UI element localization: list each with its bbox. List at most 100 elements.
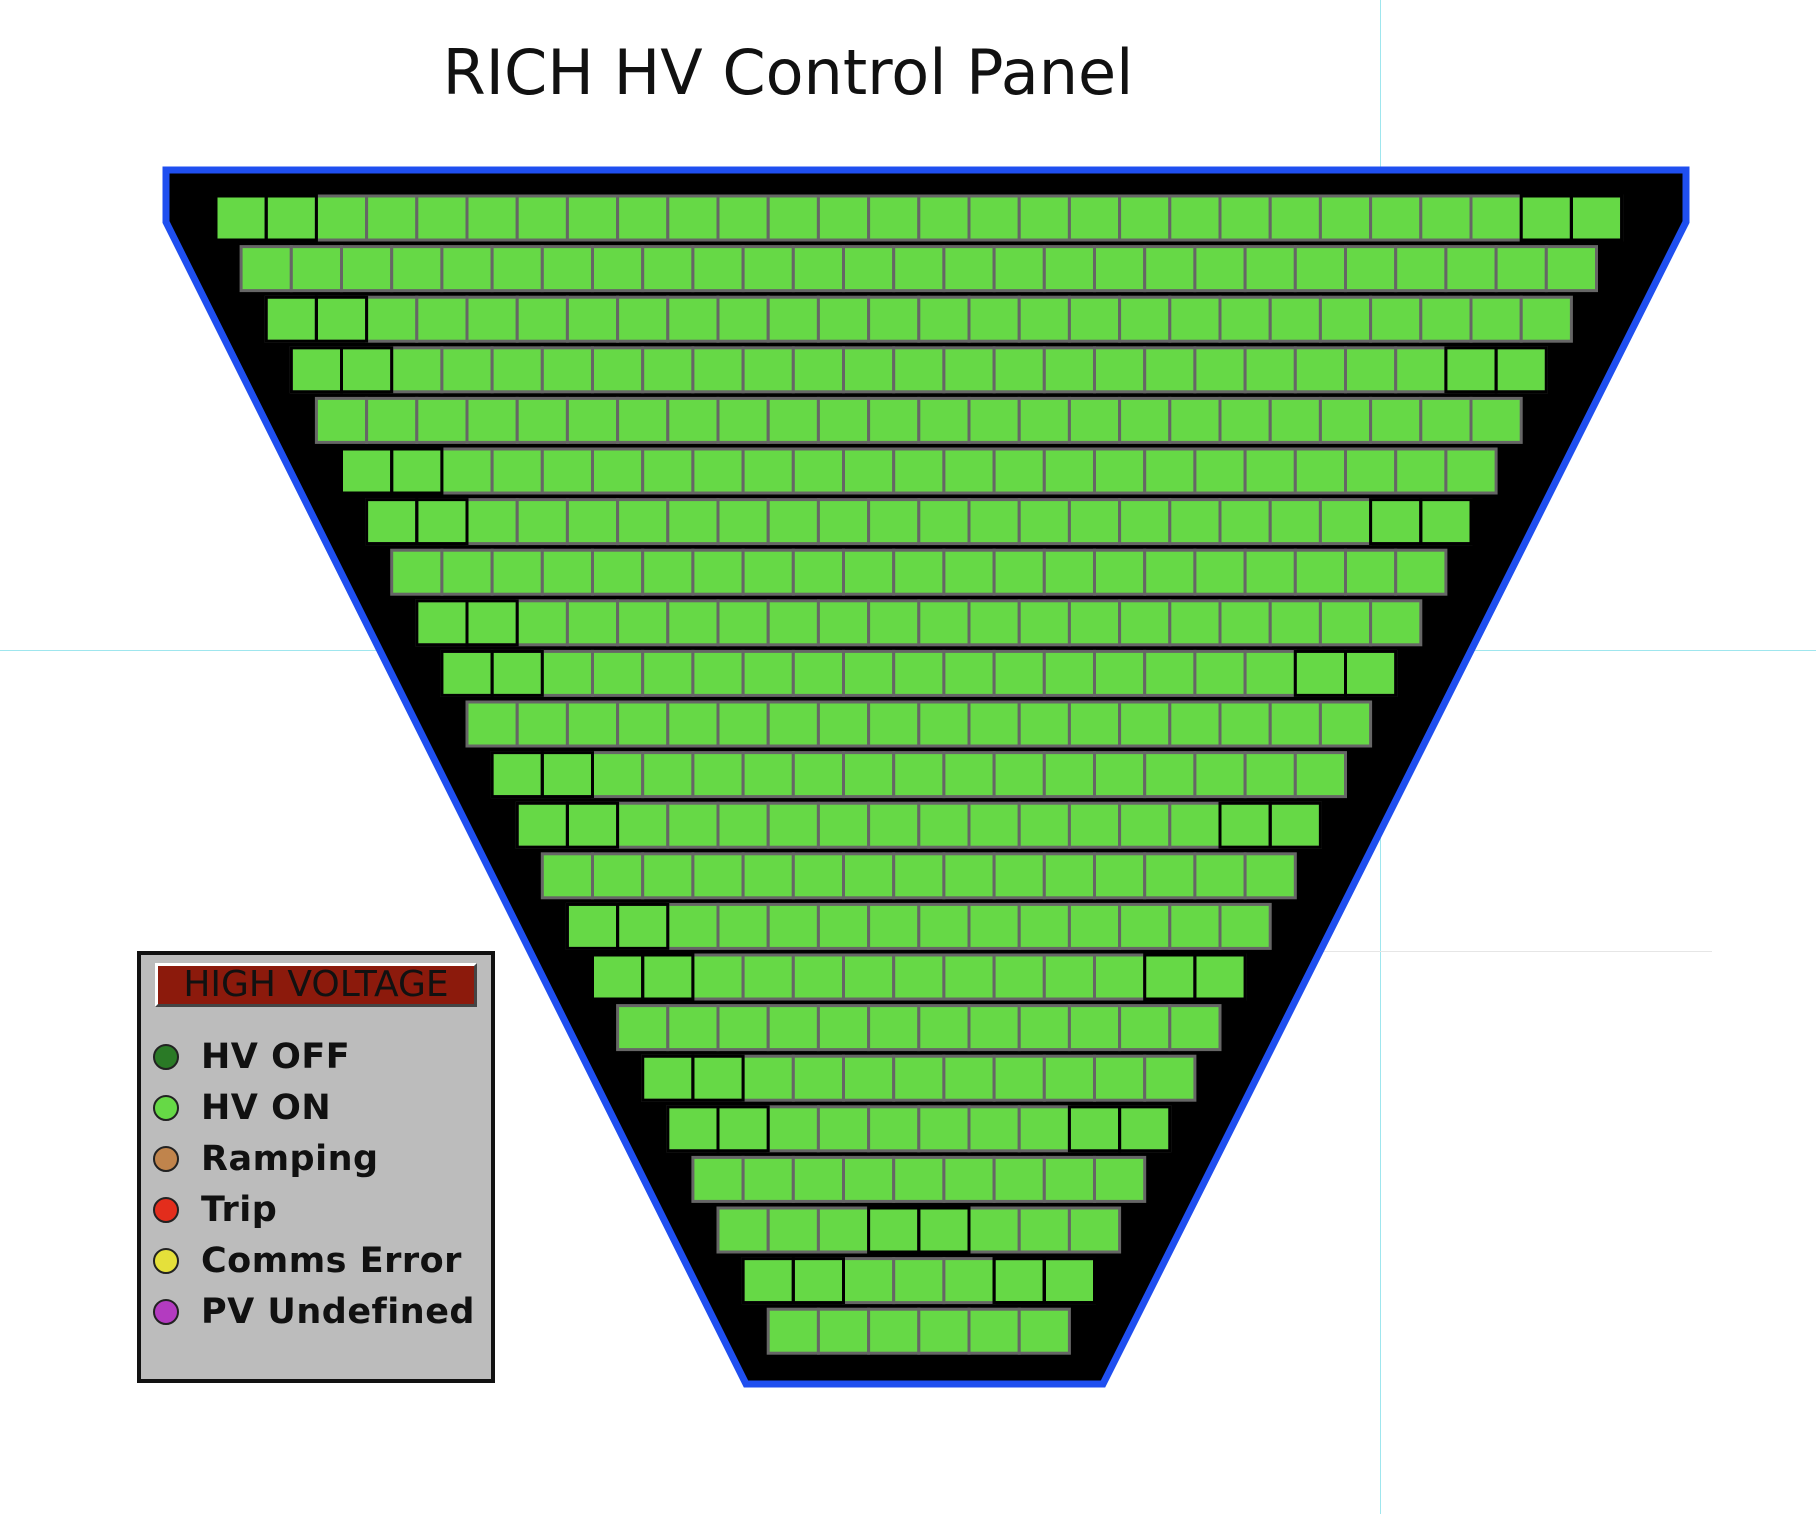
pmt-module[interactable] [967, 902, 1021, 950]
pmt-module[interactable] [967, 599, 1021, 647]
pmt-module[interactable] [741, 1257, 795, 1305]
pmt-module[interactable] [1017, 1206, 1071, 1254]
pmt-module[interactable] [842, 1054, 896, 1102]
pmt-module[interactable] [340, 245, 394, 293]
pmt-module[interactable] [816, 498, 871, 546]
pmt-module[interactable] [791, 953, 845, 1001]
pmt-module[interactable] [716, 1105, 770, 1153]
pmt-module[interactable] [741, 852, 795, 900]
pmt-module[interactable] [1469, 194, 1523, 242]
pmt-module[interactable] [1093, 245, 1147, 293]
pmt-module[interactable] [691, 649, 745, 697]
pmt-module[interactable] [1494, 346, 1548, 394]
pmt-module[interactable] [641, 548, 695, 596]
pmt-module[interactable] [666, 194, 720, 242]
pmt-module[interactable] [716, 902, 770, 950]
pmt-module[interactable] [1042, 751, 1097, 799]
pmt-module[interactable] [390, 548, 444, 596]
pmt-module[interactable] [867, 599, 921, 647]
pmt-module[interactable] [666, 902, 720, 950]
pmt-module[interactable] [1193, 447, 1247, 495]
pmt-module[interactable] [942, 1054, 996, 1102]
pmt-module[interactable] [1268, 498, 1322, 546]
pmt-module[interactable] [616, 902, 670, 950]
pmt-module[interactable] [1093, 447, 1147, 495]
pmt-module[interactable] [741, 548, 795, 596]
pmt-module[interactable] [666, 396, 720, 444]
pmt-module[interactable] [666, 498, 720, 546]
pmt-module[interactable] [967, 801, 1021, 849]
pmt-module[interactable] [691, 548, 745, 596]
pmt-module[interactable] [741, 953, 795, 1001]
pmt-module[interactable] [716, 498, 770, 546]
pmt-module[interactable] [1093, 852, 1147, 900]
pmt-module[interactable] [465, 700, 519, 748]
pmt-module[interactable] [1168, 902, 1222, 950]
pmt-module[interactable] [1444, 447, 1498, 495]
pmt-module[interactable] [892, 245, 946, 293]
pmt-module[interactable] [1344, 245, 1398, 293]
pmt-module[interactable] [540, 751, 594, 799]
pmt-module[interactable] [440, 447, 494, 495]
pmt-module[interactable] [1419, 498, 1473, 546]
pmt-module[interactable] [1067, 1004, 1122, 1052]
pmt-module[interactable] [716, 295, 770, 343]
pmt-module[interactable] [1093, 346, 1147, 394]
pmt-module[interactable] [1042, 852, 1097, 900]
pmt-module[interactable] [591, 447, 645, 495]
pmt-module[interactable] [1118, 902, 1172, 950]
pmt-module[interactable] [1293, 751, 1348, 799]
pmt-module[interactable] [565, 498, 620, 546]
pmt-module[interactable] [1569, 194, 1624, 242]
pmt-module[interactable] [967, 1004, 1021, 1052]
pmt-module[interactable] [415, 498, 469, 546]
pmt-module[interactable] [1168, 801, 1222, 849]
pmt-module[interactable] [791, 548, 845, 596]
pmt-module[interactable] [691, 245, 745, 293]
pmt-module[interactable] [1318, 599, 1373, 647]
pmt-module[interactable] [842, 751, 896, 799]
pmt-module[interactable] [967, 700, 1021, 748]
pmt-module[interactable] [1243, 751, 1297, 799]
pmt-module[interactable] [465, 396, 519, 444]
pmt-module[interactable] [1042, 447, 1097, 495]
pmt-module[interactable] [616, 599, 670, 647]
pmt-module[interactable] [816, 599, 871, 647]
pmt-module[interactable] [967, 498, 1021, 546]
pmt-module[interactable] [716, 396, 770, 444]
pmt-module[interactable] [1017, 194, 1071, 242]
pmt-module[interactable] [816, 902, 871, 950]
pmt-module[interactable] [616, 1004, 670, 1052]
pmt-module[interactable] [1369, 599, 1423, 647]
pmt-module[interactable] [1243, 548, 1297, 596]
pmt-module[interactable] [490, 649, 544, 697]
pmt-module[interactable] [741, 245, 795, 293]
pmt-module[interactable] [1042, 346, 1097, 394]
pmt-module[interactable] [515, 295, 569, 343]
pmt-module[interactable] [992, 1155, 1046, 1203]
pmt-module[interactable] [1118, 599, 1172, 647]
pmt-module[interactable] [1193, 953, 1247, 1001]
pmt-module[interactable] [892, 953, 946, 1001]
pmt-module[interactable] [942, 1155, 996, 1203]
pmt-module[interactable] [1318, 295, 1373, 343]
pmt-module[interactable] [691, 346, 745, 394]
pmt-module[interactable] [892, 1257, 946, 1305]
pmt-module[interactable] [515, 700, 569, 748]
pmt-module[interactable] [666, 599, 720, 647]
pmt-module[interactable] [942, 548, 996, 596]
pmt-module[interactable] [691, 751, 745, 799]
pmt-module[interactable] [1268, 599, 1322, 647]
pmt-module[interactable] [1168, 295, 1222, 343]
pmt-module[interactable] [992, 852, 1046, 900]
pmt-module[interactable] [465, 194, 519, 242]
pmt-module[interactable] [867, 1307, 921, 1355]
pmt-module[interactable] [992, 346, 1046, 394]
pmt-module[interactable] [791, 649, 845, 697]
pmt-module[interactable] [691, 1054, 745, 1102]
pmt-module[interactable] [340, 447, 394, 495]
pmt-module[interactable] [917, 700, 971, 748]
pmt-module[interactable] [1519, 194, 1573, 242]
pmt-module[interactable] [1469, 396, 1523, 444]
pmt-module[interactable] [1168, 599, 1222, 647]
